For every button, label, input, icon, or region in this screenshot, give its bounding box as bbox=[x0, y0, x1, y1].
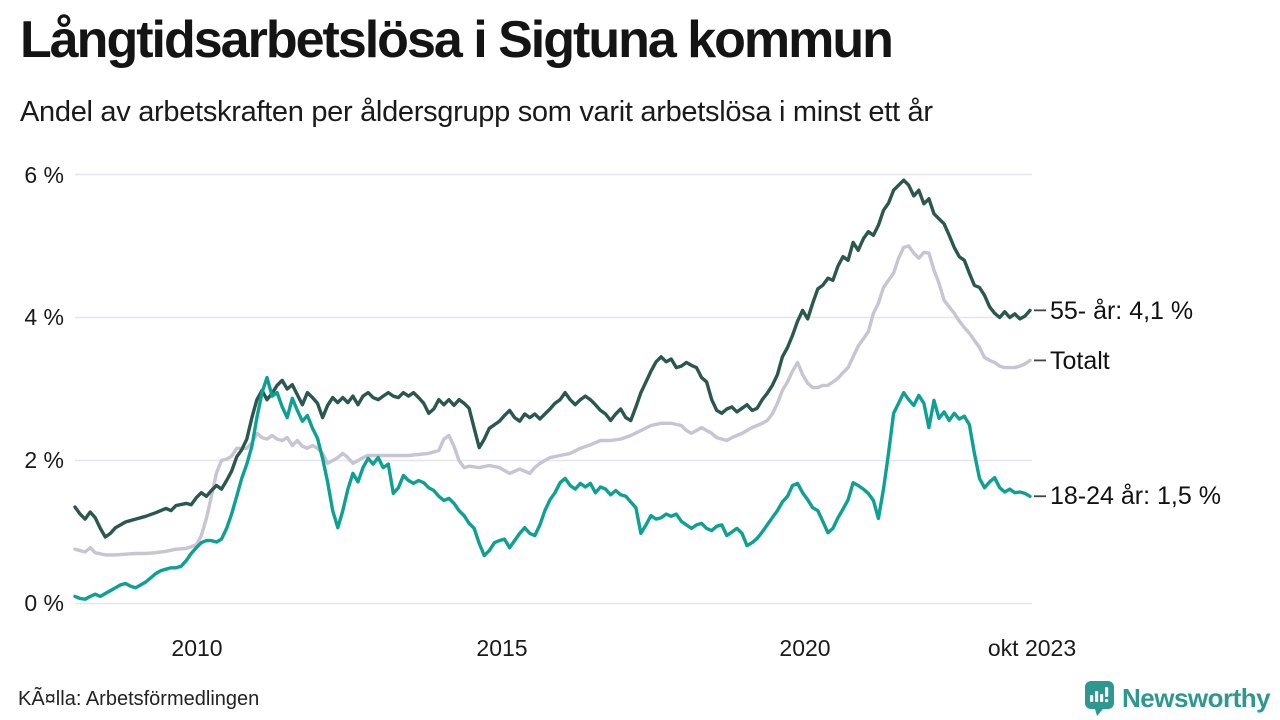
y-axis-tick-2: 2 % bbox=[24, 447, 64, 473]
x-axis-tick-2010: 2010 bbox=[171, 635, 223, 661]
newsworthy-logo-icon bbox=[1083, 680, 1115, 716]
page-title: Långtidsarbetslösa i Sigtuna kommun bbox=[20, 11, 894, 69]
y-axis-tick-4: 4 % bbox=[24, 304, 64, 330]
y-axis-tick-0: 0 % bbox=[24, 590, 64, 616]
series-end-label-totalt: Totalt bbox=[1050, 347, 1110, 375]
newsworthy-logo[interactable]: Newsworthy bbox=[1083, 680, 1271, 716]
x-axis-tick-2020: 2020 bbox=[779, 635, 831, 661]
x-axis-tick-okt-2023: okt 2023 bbox=[987, 635, 1077, 661]
newsworthy-wordmark: Newsworthy bbox=[1122, 682, 1271, 713]
series-end-label-18-24-ar: 18-24 år: 1,5 % bbox=[1050, 482, 1221, 510]
page-subtitle: Andel av arbetskraften per åldersgrupp s… bbox=[20, 96, 933, 128]
y-axis-tick-6: 6 % bbox=[24, 162, 64, 188]
series-end-label-55-ar: 55- år: 4,1 % bbox=[1050, 297, 1194, 325]
source-note: KÃ¤lla: Arbetsförmedlingen bbox=[18, 688, 260, 710]
x-axis-tick-2015: 2015 bbox=[476, 635, 528, 661]
